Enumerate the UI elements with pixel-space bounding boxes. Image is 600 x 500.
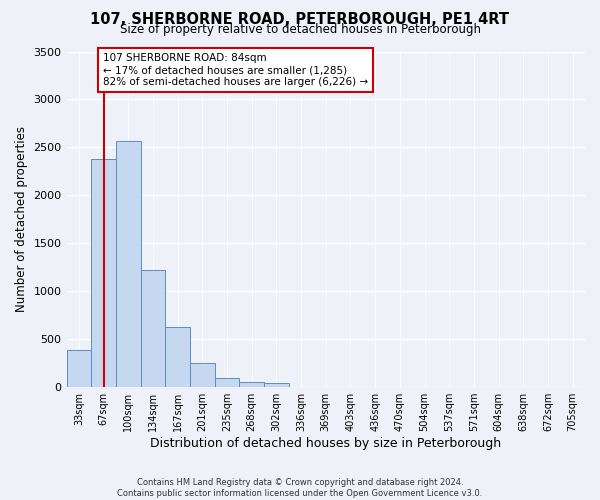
Text: 107 SHERBORNE ROAD: 84sqm
← 17% of detached houses are smaller (1,285)
82% of se: 107 SHERBORNE ROAD: 84sqm ← 17% of detac…: [103, 54, 368, 86]
Text: Size of property relative to detached houses in Peterborough: Size of property relative to detached ho…: [119, 22, 481, 36]
Bar: [116, 140, 140, 387]
Bar: [140, 270, 165, 387]
X-axis label: Distribution of detached houses by size in Peterborough: Distribution of detached houses by size …: [150, 437, 502, 450]
Bar: [67, 350, 91, 387]
Bar: [91, 159, 116, 387]
Bar: [239, 382, 264, 387]
Bar: [215, 378, 239, 387]
Bar: [190, 362, 215, 387]
Text: 107, SHERBORNE ROAD, PETERBOROUGH, PE1 4RT: 107, SHERBORNE ROAD, PETERBOROUGH, PE1 4…: [91, 12, 509, 28]
Text: Contains HM Land Registry data © Crown copyright and database right 2024.
Contai: Contains HM Land Registry data © Crown c…: [118, 478, 482, 498]
Y-axis label: Number of detached properties: Number of detached properties: [15, 126, 28, 312]
Bar: [165, 327, 190, 387]
Bar: [264, 384, 289, 387]
